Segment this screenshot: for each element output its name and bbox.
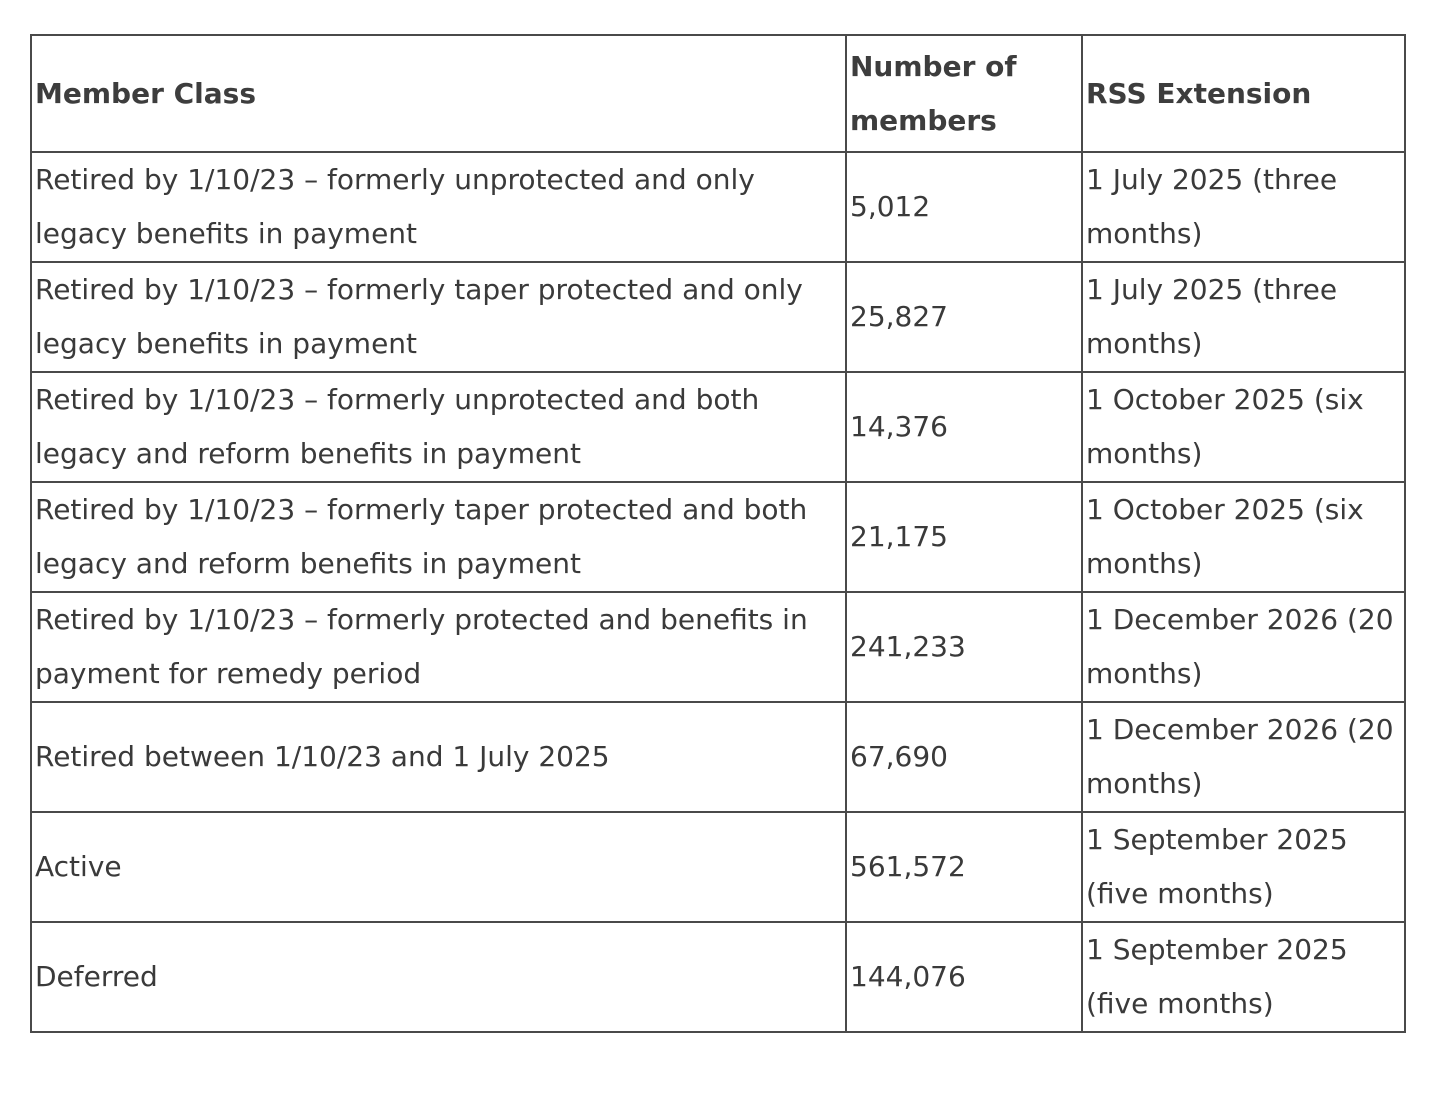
cell-member-class: Retired by 1/10/23 – formerly taper prot… — [30, 261, 847, 373]
cell-rss-extension: 1 July 2025 (three months) — [1081, 151, 1406, 263]
table-header-row: Member Class Number of members RSS Exten… — [30, 34, 1406, 153]
table-row: Retired by 1/10/23 – formerly taper prot… — [30, 261, 1406, 373]
cell-member-class: Active — [30, 811, 847, 923]
cell-number-of-members: 21,175 — [845, 481, 1083, 593]
member-class-table-container: Member Class Number of members RSS Exten… — [30, 34, 1406, 1033]
table-row: Retired between 1/10/23 and 1 July 2025 … — [30, 701, 1406, 813]
cell-rss-extension: 1 September 2025 (five months) — [1081, 811, 1406, 923]
table-row: Active 561,572 1 September 2025 (five mo… — [30, 811, 1406, 923]
cell-member-class: Retired by 1/10/23 – formerly unprotecte… — [30, 151, 847, 263]
cell-number-of-members: 241,233 — [845, 591, 1083, 703]
table-row: Retired by 1/10/23 – formerly unprotecte… — [30, 151, 1406, 263]
cell-number-of-members: 67,690 — [845, 701, 1083, 813]
cell-rss-extension: 1 July 2025 (three months) — [1081, 261, 1406, 373]
cell-number-of-members: 14,376 — [845, 371, 1083, 483]
cell-rss-extension: 1 October 2025 (six months) — [1081, 481, 1406, 593]
table-row: Retired by 1/10/23 – formerly protected … — [30, 591, 1406, 703]
cell-number-of-members: 25,827 — [845, 261, 1083, 373]
header-rss-extension: RSS Extension — [1081, 34, 1406, 153]
table-row: Deferred 144,076 1 September 2025 (five … — [30, 921, 1406, 1033]
cell-number-of-members: 5,012 — [845, 151, 1083, 263]
cell-rss-extension: 1 December 2026 (20 months) — [1081, 701, 1406, 813]
cell-number-of-members: 144,076 — [845, 921, 1083, 1033]
cell-member-class: Retired between 1/10/23 and 1 July 2025 — [30, 701, 847, 813]
cell-member-class: Retired by 1/10/23 – formerly protected … — [30, 591, 847, 703]
member-class-table: Member Class Number of members RSS Exten… — [30, 34, 1406, 1033]
cell-rss-extension: 1 September 2025 (five months) — [1081, 921, 1406, 1033]
cell-number-of-members: 561,572 — [845, 811, 1083, 923]
table-row: Retired by 1/10/23 – formerly taper prot… — [30, 481, 1406, 593]
header-member-class: Member Class — [30, 34, 847, 153]
cell-member-class: Retired by 1/10/23 – formerly unprotecte… — [30, 371, 847, 483]
header-number-of-members: Number of members — [845, 34, 1083, 153]
cell-rss-extension: 1 October 2025 (six months) — [1081, 371, 1406, 483]
cell-rss-extension: 1 December 2026 (20 months) — [1081, 591, 1406, 703]
cell-member-class: Deferred — [30, 921, 847, 1033]
table-row: Retired by 1/10/23 – formerly unprotecte… — [30, 371, 1406, 483]
cell-member-class: Retired by 1/10/23 – formerly taper prot… — [30, 481, 847, 593]
